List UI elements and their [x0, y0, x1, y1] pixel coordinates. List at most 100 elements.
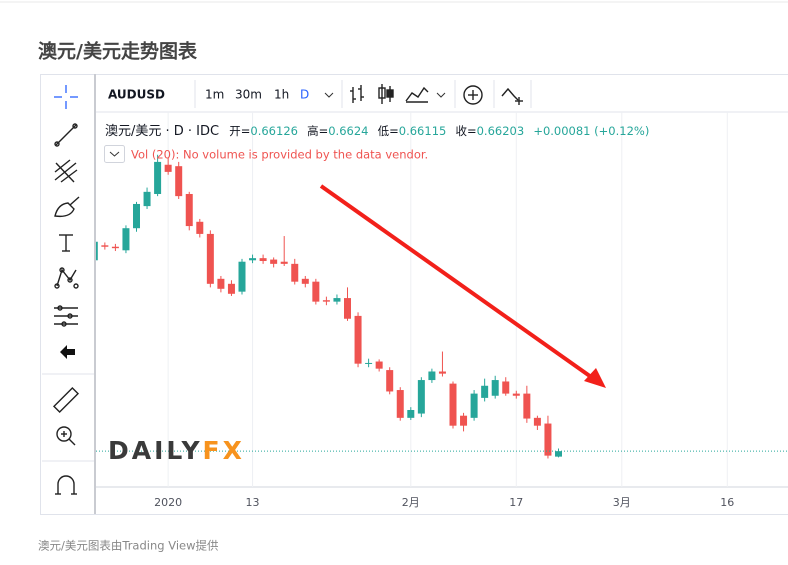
candle-body	[333, 298, 341, 302]
candle-body	[322, 300, 330, 302]
candle-body	[375, 361, 383, 369]
candle-body	[523, 393, 531, 419]
ohlc-label: 开=	[229, 124, 250, 138]
candle-body	[175, 166, 183, 197]
ohlc-label: 收=	[455, 124, 476, 138]
symbol[interactable]: AUDUSD	[108, 88, 165, 102]
widget-frame	[40, 74, 788, 515]
candle-body	[449, 383, 457, 426]
legend-toggle[interactable]	[104, 145, 125, 163]
candle-body	[96, 241, 98, 261]
candle-body	[502, 381, 510, 394]
watermark-part: DAILY	[108, 436, 203, 465]
top-toolbar: AUDUSD 1m 30m 1h D	[108, 80, 532, 108]
ruler-tool[interactable]	[52, 386, 80, 414]
candle-body	[280, 261, 288, 264]
x-tick-label: 17	[509, 496, 523, 509]
ohlc-value: 0.66115	[399, 124, 447, 138]
candle-body	[217, 278, 225, 289]
candle-body	[111, 246, 119, 249]
crosshair-tool[interactable]	[54, 85, 78, 109]
candle-body	[206, 233, 214, 284]
candle-body	[101, 245, 109, 247]
candle-body	[491, 380, 499, 396]
watermark: DAILYFX	[108, 436, 245, 465]
candle-body	[143, 191, 151, 207]
ohlc-label: 高=	[307, 124, 328, 138]
candle-body	[227, 283, 235, 294]
candle-body	[386, 370, 394, 392]
candle-body	[438, 371, 446, 374]
brush-tool[interactable]	[54, 196, 80, 218]
legend-name: 澳元/美元 · D · IDC	[105, 123, 219, 139]
drawing-toolbar	[42, 85, 94, 495]
text-tool[interactable]	[59, 234, 73, 252]
candle-body	[249, 258, 257, 261]
candle-body	[512, 393, 520, 396]
candle-body	[196, 221, 204, 234]
prediction-tool[interactable]	[54, 305, 78, 327]
candle-body	[533, 417, 541, 426]
interval-button[interactable]: 1m	[205, 88, 224, 102]
candle-body	[291, 263, 299, 282]
zoom-tool[interactable]	[56, 426, 76, 446]
x-tick-label: 3月	[613, 496, 631, 509]
candle-body	[164, 164, 172, 172]
candle-body	[185, 193, 193, 227]
compare-button[interactable]	[501, 87, 523, 105]
trend-line-tool[interactable]	[54, 123, 78, 147]
candle-body	[312, 281, 320, 302]
candle-body	[460, 415, 468, 426]
pitchfork-tool[interactable]	[54, 159, 78, 183]
x-tick-label: 16	[720, 496, 734, 509]
candle-body	[259, 258, 267, 262]
bar-style-button[interactable]	[350, 85, 364, 103]
interval-button[interactable]: 30m	[235, 88, 262, 102]
magnet-tool[interactable]	[55, 475, 77, 495]
watermark-part: FX	[203, 436, 245, 465]
candle-body	[301, 278, 309, 284]
candle-body	[555, 451, 562, 457]
area-style-button[interactable]	[405, 86, 429, 103]
legend: 澳元/美元 · D · IDC 开=0.66126 高=0.6624 低=0.6…	[105, 123, 649, 139]
candle-body	[270, 259, 278, 264]
candle-style-button[interactable]	[378, 84, 394, 104]
candle-body	[238, 261, 246, 292]
legend-toggle-icon	[109, 151, 120, 157]
candle-body	[428, 371, 436, 381]
page-title: 澳元/美元走势图表	[38, 40, 198, 63]
indicators-button[interactable]	[463, 85, 483, 105]
interval-button[interactable]: D	[300, 88, 309, 102]
x-tick-label: 2020	[154, 496, 182, 509]
candle-body	[407, 410, 415, 418]
ohlc-value: 0.66126	[250, 124, 298, 138]
candle-body	[354, 315, 362, 364]
candle-body	[344, 298, 351, 319]
candle-body	[396, 390, 404, 418]
ohlc-label: 低=	[378, 124, 399, 138]
candle-body	[417, 380, 425, 414]
footer: 澳元/美元图表由Trading View提供	[38, 539, 219, 553]
x-tick-label: 13	[246, 496, 260, 509]
candle-body	[154, 161, 162, 194]
ohlc-value: 0.66203	[477, 124, 525, 138]
candle-body	[365, 362, 373, 364]
style-dropdown[interactable]	[436, 92, 446, 98]
plot-area	[96, 154, 788, 459]
candle-body	[122, 228, 130, 251]
candle-body	[470, 393, 478, 418]
pattern-tool[interactable]	[54, 267, 79, 289]
change: +0.00081 (+0.12%)	[533, 124, 649, 138]
candle-body	[544, 423, 552, 456]
candle-body	[133, 203, 140, 229]
interval-dropdown[interactable]	[324, 92, 334, 98]
ohlc-value: 0.6624	[328, 124, 368, 138]
volume-note: Vol (20): No volume is provided by the d…	[131, 148, 428, 162]
trend-arrow	[319, 184, 606, 388]
x-tick-label: 2月	[402, 496, 420, 509]
interval-button[interactable]: 1h	[274, 88, 289, 102]
candle-body	[481, 385, 489, 398]
back-tool[interactable]	[60, 345, 75, 359]
